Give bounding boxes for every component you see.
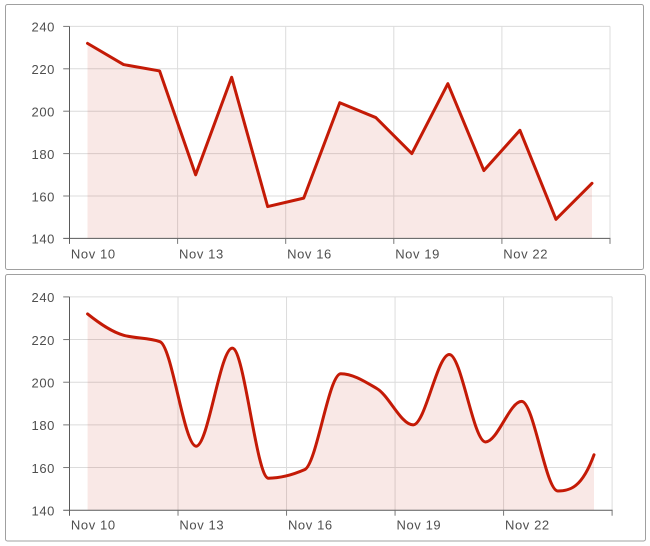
svg-text:160: 160 <box>32 461 56 476</box>
svg-text:Nov 13: Nov 13 <box>179 517 224 532</box>
svg-text:200: 200 <box>32 105 56 120</box>
svg-text:220: 220 <box>32 333 56 348</box>
svg-text:Nov 16: Nov 16 <box>288 517 333 532</box>
svg-text:Nov 10: Nov 10 <box>71 517 116 532</box>
svg-text:160: 160 <box>32 189 56 204</box>
svg-text:200: 200 <box>32 376 56 391</box>
svg-text:180: 180 <box>32 418 56 433</box>
svg-text:Nov 13: Nov 13 <box>179 246 224 261</box>
svg-text:Nov 19: Nov 19 <box>395 246 440 261</box>
svg-text:140: 140 <box>32 232 56 247</box>
svg-text:240: 240 <box>32 20 56 35</box>
svg-text:Nov 19: Nov 19 <box>396 517 441 532</box>
svg-text:Nov 22: Nov 22 <box>505 517 550 532</box>
svg-text:140: 140 <box>32 504 56 519</box>
svg-text:Nov 22: Nov 22 <box>503 246 548 261</box>
svg-text:180: 180 <box>32 147 56 162</box>
svg-text:240: 240 <box>32 290 56 305</box>
svg-text:Nov 10: Nov 10 <box>71 246 116 261</box>
svg-text:Nov 16: Nov 16 <box>287 246 332 261</box>
svg-text:220: 220 <box>32 62 56 77</box>
